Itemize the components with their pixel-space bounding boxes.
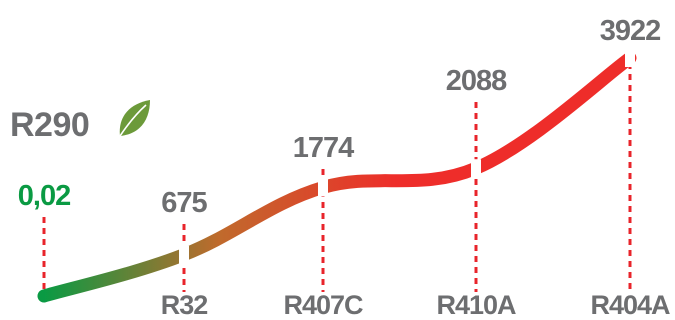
curve-group xyxy=(44,49,635,296)
category-label: R32 xyxy=(161,290,208,320)
leaf-icon xyxy=(120,100,150,136)
leader-lines xyxy=(44,52,630,292)
category-label: R404A xyxy=(590,290,670,320)
hero-label: R290 xyxy=(10,106,89,144)
value-label: 0,02 xyxy=(18,180,70,212)
value-label: 1774 xyxy=(293,132,354,164)
curve-gap-point xyxy=(625,49,635,67)
category-label: R410A xyxy=(436,290,516,320)
value-label: 2088 xyxy=(446,65,507,97)
value-label: 3922 xyxy=(600,15,661,47)
curve-gap-point xyxy=(318,178,328,196)
curve-gap-point xyxy=(179,246,189,264)
gwp-curve-series xyxy=(44,58,630,296)
category-label: R407C xyxy=(283,290,363,320)
value-label: 675 xyxy=(161,187,207,219)
curve-gap-point xyxy=(471,159,481,177)
